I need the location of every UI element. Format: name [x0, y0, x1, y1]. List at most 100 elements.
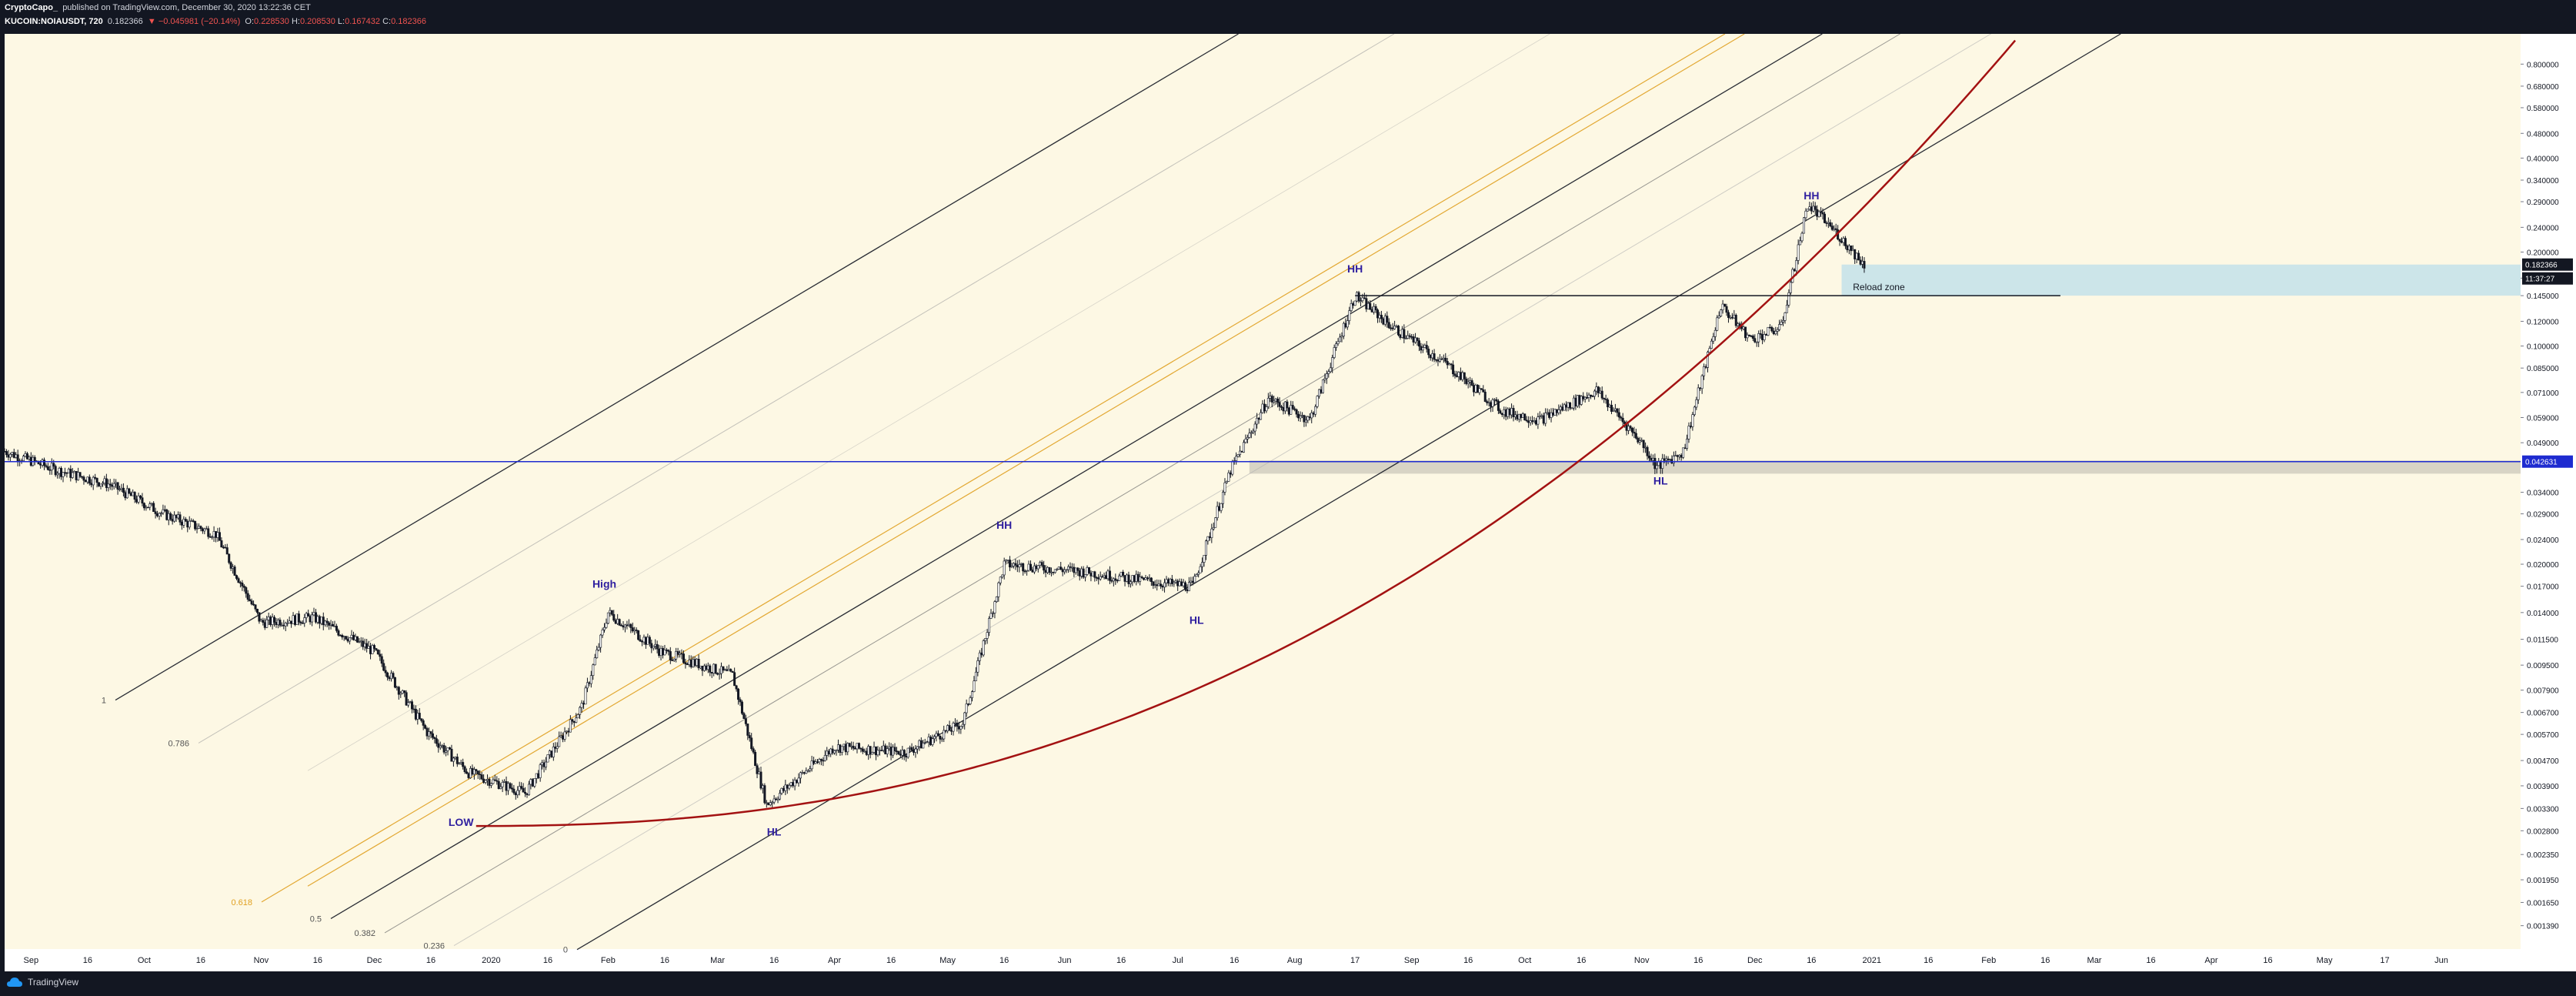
candle-body — [1210, 528, 1213, 538]
x-tick-label: Aug — [1287, 956, 1303, 965]
candle-body — [784, 784, 787, 791]
candle-body — [1029, 563, 1032, 570]
candle-body — [1610, 405, 1613, 412]
candle-body — [1297, 413, 1300, 419]
candle-body — [742, 713, 746, 719]
candle-body — [484, 780, 487, 783]
candle-body — [197, 526, 200, 529]
candle-body — [727, 669, 730, 671]
candle-body — [1357, 292, 1360, 302]
candle-body — [1590, 394, 1593, 396]
fib-level-label: 0.236 — [423, 942, 445, 951]
candle-body — [1340, 336, 1343, 338]
candle-body — [876, 750, 879, 756]
candle-body — [1757, 333, 1760, 343]
candle-body — [799, 772, 802, 779]
candle-body — [857, 743, 860, 749]
candle-body — [88, 476, 91, 484]
candle-body — [111, 484, 114, 487]
candle-body — [1784, 313, 1787, 321]
candle-body — [1163, 582, 1166, 588]
candle-body — [299, 621, 302, 623]
candle-body — [1637, 437, 1640, 443]
candle-body — [1789, 282, 1792, 293]
time-axis[interactable]: Sep 16 Oct 16 Nov 16 Dec 16 2020 16 Feb 16 Mar 16 Apr 1… — [24, 956, 2448, 965]
candle-body — [263, 622, 266, 628]
x-tick-label: Feb — [601, 956, 616, 965]
swing-label: High — [592, 578, 616, 590]
candle-body — [606, 612, 609, 624]
candle-body — [1508, 408, 1511, 416]
candle-body — [1003, 560, 1006, 576]
candle-body — [1623, 421, 1627, 425]
candle-body — [1304, 419, 1307, 423]
price-axis[interactable]: 0.800000 0.680000 0.580000 0.480000 0.400000… — [2521, 61, 2573, 931]
candle-body — [138, 495, 142, 498]
candle-body — [479, 774, 482, 776]
tradingview-logo[interactable]: TradingView — [6, 977, 78, 988]
candle-body — [1366, 302, 1370, 309]
candle-body — [359, 640, 362, 643]
candle-body — [512, 788, 516, 794]
candle-body — [488, 779, 491, 786]
swing-label: HH — [1804, 189, 1819, 202]
candle-body — [1270, 396, 1273, 403]
candle-body — [716, 673, 719, 675]
candle-body — [211, 536, 214, 539]
candle-body — [58, 467, 61, 474]
candle-body — [906, 747, 909, 757]
candle-body — [424, 725, 427, 729]
candle-body — [1033, 565, 1036, 573]
candle-body — [592, 664, 595, 676]
candle-body — [429, 731, 432, 734]
candle-body — [28, 456, 31, 460]
candle-body — [1176, 580, 1180, 587]
candle-body — [1703, 366, 1706, 376]
candle-body — [1817, 211, 1820, 217]
candle-body — [1593, 390, 1596, 397]
y-tick-label: 0.011500 — [2527, 636, 2558, 644]
candle-body — [1712, 336, 1715, 342]
open-value: 0.228530 — [254, 17, 289, 26]
candle-body — [663, 649, 666, 656]
candle-body — [1829, 222, 1832, 226]
candle-body — [599, 634, 602, 648]
candle-body — [482, 778, 486, 783]
candle-body — [1551, 412, 1554, 416]
candle-body — [295, 613, 299, 625]
candle-body — [786, 784, 789, 789]
candle-body — [822, 760, 825, 762]
x-tick-label: Nov — [1634, 956, 1650, 965]
author-name[interactable]: CryptoCapo_ — [5, 3, 58, 12]
candle-body — [1091, 571, 1094, 577]
y-tick-label: 0.004700 — [2527, 757, 2559, 766]
candle-body — [689, 659, 692, 667]
candle-body — [1178, 581, 1181, 587]
candle-body — [1465, 379, 1468, 384]
candle-body — [792, 782, 795, 787]
candle-body — [1661, 458, 1664, 469]
candle-body — [188, 520, 191, 528]
candle-body — [1587, 394, 1590, 398]
candle-body — [1723, 303, 1727, 307]
candle-body — [1001, 574, 1004, 577]
chart-header: CryptoCapo_ published on TradingView.com… — [0, 0, 2576, 34]
symbol-label[interactable]: KUCOIN:NOIAUSDT, 720 — [5, 17, 103, 26]
candle-body — [142, 503, 145, 509]
candle-body — [772, 798, 776, 803]
channel-line — [261, 33, 1726, 903]
candle-body — [761, 785, 764, 789]
candle-body — [1312, 413, 1315, 415]
candle-body — [1144, 577, 1147, 580]
candle-body — [1417, 340, 1420, 347]
candle-body — [618, 619, 621, 626]
candle-body — [910, 747, 913, 751]
candle-body — [882, 745, 885, 751]
candle-body — [1321, 379, 1324, 393]
candle-body — [262, 620, 265, 623]
candle-body — [1651, 457, 1654, 461]
candle-body — [1499, 410, 1502, 414]
candle-body — [1650, 457, 1653, 461]
candle-body — [335, 626, 338, 631]
